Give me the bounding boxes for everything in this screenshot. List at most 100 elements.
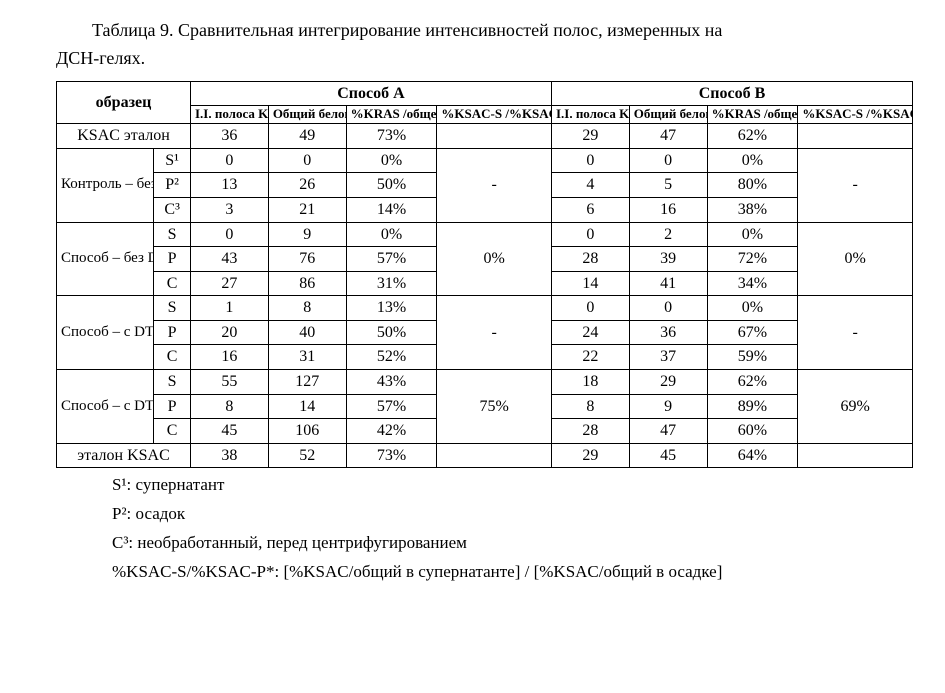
cell-group-b4: 69% <box>798 370 913 444</box>
cell: 0 <box>551 148 629 173</box>
cell: 40 <box>268 320 346 345</box>
footnote-ksac-sp: %KSAC-S/%KSAC-P*: [%KSAC/общий в суперна… <box>112 561 913 584</box>
cell: 72% <box>707 247 798 272</box>
table-caption-line1: Таблица 9. Сравнительная интегрирование … <box>56 18 913 42</box>
table-caption-line2: ДСН-гелях. <box>56 46 913 70</box>
cell: 73% <box>346 124 437 149</box>
header-b-ksacsp: %KSAC-S /%KSAC-P <box>798 106 913 124</box>
cell: 31% <box>346 271 437 296</box>
sub-label-C3: C³ <box>154 197 191 222</box>
cell: 8 <box>268 296 346 321</box>
cell: 36 <box>191 124 269 149</box>
sub-label-P: P <box>154 394 191 419</box>
cell-group-b4: - <box>798 296 913 370</box>
cell: 42% <box>346 419 437 444</box>
header-a-kras: %KRAS /общего <box>346 106 437 124</box>
header-a-ksacsp: %KSAC-S /%KSAC-P* <box>437 106 552 124</box>
cell: 18 <box>551 370 629 395</box>
cell: 37 <box>629 345 707 370</box>
header-b-total: Общий белок I.I. <box>629 106 707 124</box>
table-row: Способ – с DTT S 55 127 43% 75% 18 29 62… <box>57 370 913 395</box>
cell-group-a4: 0% <box>437 222 552 296</box>
cell: 89% <box>707 394 798 419</box>
cell: 24 <box>551 320 629 345</box>
cell: 27 <box>191 271 269 296</box>
cell: 16 <box>191 345 269 370</box>
cell: 47 <box>629 124 707 149</box>
cell: 2 <box>629 222 707 247</box>
table-row: Способ – с DTT S 1 8 13% - 0 0 0% - <box>57 296 913 321</box>
cell: 76 <box>268 247 346 272</box>
cell: 28 <box>551 247 629 272</box>
table-row: Контроль – без DTT S¹ 0 0 0% - 0 0 0% - <box>57 148 913 173</box>
cell: 0 <box>629 148 707 173</box>
cell: 67% <box>707 320 798 345</box>
cell: 9 <box>629 394 707 419</box>
sub-label-P: P <box>154 320 191 345</box>
cell: 14 <box>551 271 629 296</box>
cell: 3 <box>191 197 269 222</box>
cell-group-b4: 0% <box>798 222 913 296</box>
cell: 34% <box>707 271 798 296</box>
cell: 8 <box>551 394 629 419</box>
cell: 31 <box>268 345 346 370</box>
cell: 26 <box>268 173 346 198</box>
cell: 13% <box>346 296 437 321</box>
footnote-p: P²: осадок <box>112 503 913 526</box>
cell: 38 <box>191 443 269 468</box>
cell: 52 <box>268 443 346 468</box>
sub-label-C: C <box>154 345 191 370</box>
cell: 57% <box>346 394 437 419</box>
row-label-ctrl-no-dtt: Контроль – без DTT <box>57 148 154 222</box>
header-a-iiband: I.I. полоса KSAC <box>191 106 269 124</box>
cell: 0 <box>191 222 269 247</box>
cell: 16 <box>629 197 707 222</box>
cell: 73% <box>346 443 437 468</box>
sub-label-S: S <box>154 222 191 247</box>
cell: 86 <box>268 271 346 296</box>
cell-group-b4: - <box>798 148 913 222</box>
sub-label-C: C <box>154 271 191 296</box>
table-row: эталон KSAC 38 52 73% 29 45 64% <box>57 443 913 468</box>
footnotes-block: S¹: супернатант P²: осадок C³: необработ… <box>112 474 913 584</box>
cell: 0 <box>551 296 629 321</box>
cell: 0% <box>707 296 798 321</box>
cell: 29 <box>629 370 707 395</box>
cell: 62% <box>707 124 798 149</box>
cell: 29 <box>551 124 629 149</box>
cell: 41 <box>629 271 707 296</box>
cell-group-a4: 75% <box>437 370 552 444</box>
sub-label-C: C <box>154 419 191 444</box>
cell: 0% <box>707 222 798 247</box>
cell: 39 <box>629 247 707 272</box>
cell: 43% <box>346 370 437 395</box>
cell: 49 <box>268 124 346 149</box>
cell: 62% <box>707 370 798 395</box>
header-method-b: Способ В <box>551 81 912 106</box>
cell: 50% <box>346 320 437 345</box>
cell: 57% <box>346 247 437 272</box>
cell: 64% <box>707 443 798 468</box>
cell: 0 <box>268 148 346 173</box>
row-label-ksac-std-bot: эталон KSAC <box>57 443 191 468</box>
footnote-c: C³: необработанный, перед центрифугирова… <box>112 532 913 555</box>
cell: 4 <box>551 173 629 198</box>
sub-label-P: P <box>154 247 191 272</box>
cell <box>798 124 913 149</box>
cell: 50% <box>346 173 437 198</box>
cell: 0% <box>707 148 798 173</box>
cell: 21 <box>268 197 346 222</box>
header-a-total: Общий белок I.I. <box>268 106 346 124</box>
cell: 13 <box>191 173 269 198</box>
row-label-method-dtt-1: Способ – с DTT <box>57 296 154 370</box>
cell: 0 <box>629 296 707 321</box>
cell: 9 <box>268 222 346 247</box>
cell: 6 <box>551 197 629 222</box>
cell: 127 <box>268 370 346 395</box>
cell: 0% <box>346 222 437 247</box>
cell: 47 <box>629 419 707 444</box>
cell-group-a4: - <box>437 296 552 370</box>
header-b-kras: %KRAS /общего <box>707 106 798 124</box>
row-label-method-dtt-2: Способ – с DTT <box>57 370 154 444</box>
sub-label-S1: S¹ <box>154 148 191 173</box>
